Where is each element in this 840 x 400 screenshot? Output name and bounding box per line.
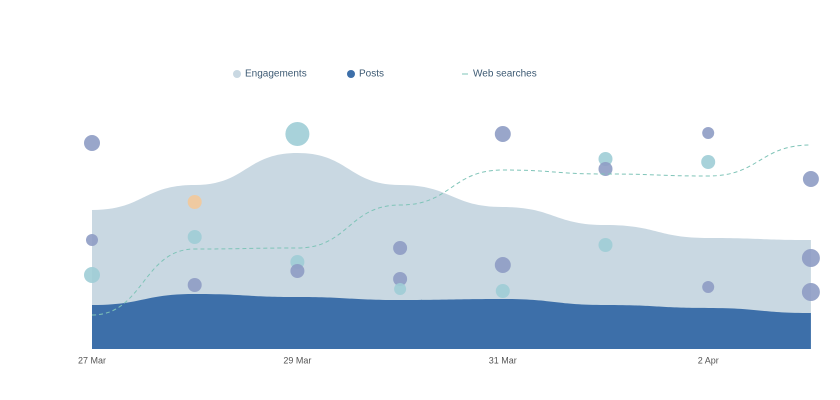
bubble [598,238,613,252]
bubble [598,152,613,166]
bubble [394,283,407,295]
bubble [598,162,613,176]
bubble [290,264,305,278]
x-tick-label: 31 Mar [489,355,517,365]
bubble [187,230,202,244]
bubble [187,278,202,292]
legend-marker [233,70,241,78]
x-tick-label: 29 Mar [283,355,311,365]
bubble [702,127,715,139]
bubble [701,155,716,169]
bubble [84,267,100,283]
bubble [802,171,819,187]
x-tick-label: 27 Mar [78,355,106,365]
line [91,144,811,316]
bubble [495,284,510,298]
bubble [285,122,310,146]
legend-label: Web searches [473,69,537,80]
bubble [494,257,511,273]
legend-marker [347,70,355,78]
bubble [84,135,100,151]
bubble [393,272,408,286]
bubble [702,281,715,293]
bubble [494,126,511,142]
bubble [801,283,820,301]
bubble [393,241,408,255]
area [92,294,811,349]
bubble [801,249,820,267]
bubble [187,195,202,209]
bubble [86,234,98,246]
legend-label: Posts [359,69,384,80]
legend-label: Engagements [245,69,307,80]
x-tick-label: 2 Apr [698,355,719,365]
